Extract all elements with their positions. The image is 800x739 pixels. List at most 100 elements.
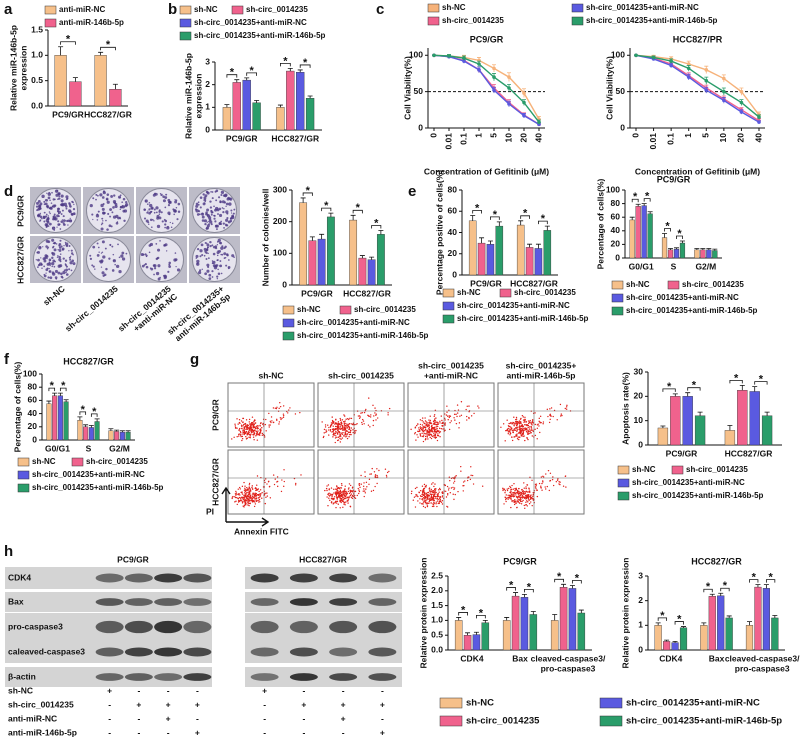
colony <box>96 213 99 216</box>
lane-sign: - <box>302 685 305 695</box>
event <box>255 488 258 490</box>
event <box>544 486 546 488</box>
event <box>435 428 438 430</box>
error-bar <box>77 416 83 421</box>
event <box>334 425 337 428</box>
colony <box>223 194 228 198</box>
event <box>425 493 427 495</box>
event <box>326 485 328 487</box>
event <box>515 435 517 437</box>
x-tick-label: G2/M <box>695 261 716 271</box>
colony <box>48 270 51 273</box>
error-bar <box>254 100 260 103</box>
event <box>447 494 449 496</box>
event <box>415 495 417 497</box>
event <box>279 417 282 419</box>
significance-bracket <box>674 621 684 625</box>
event <box>259 434 261 436</box>
bar <box>52 395 58 441</box>
colony <box>196 247 200 251</box>
event <box>531 424 533 426</box>
event <box>504 496 506 498</box>
event <box>502 487 504 490</box>
event <box>517 426 519 428</box>
colony <box>174 258 178 262</box>
event <box>410 492 413 495</box>
colony <box>59 253 62 255</box>
error-bar <box>52 392 58 396</box>
event <box>410 428 412 431</box>
event <box>330 487 333 489</box>
event <box>444 417 446 420</box>
event <box>335 419 337 421</box>
colony <box>121 205 125 209</box>
event <box>278 423 280 425</box>
event <box>245 424 247 426</box>
event <box>335 493 338 495</box>
legend-swatch <box>442 301 455 311</box>
colony <box>61 219 64 221</box>
significance-label: * <box>250 65 255 77</box>
significance-label: * <box>303 57 308 69</box>
event <box>516 491 519 493</box>
bar <box>529 614 538 651</box>
event <box>433 431 436 433</box>
event <box>346 426 348 429</box>
treatment-label: anti-miR-NC <box>8 713 57 723</box>
point <box>686 62 691 66</box>
event <box>511 423 513 425</box>
event <box>370 490 373 492</box>
error-bar <box>727 425 733 431</box>
event <box>375 419 377 421</box>
event <box>426 430 429 432</box>
event <box>254 487 256 490</box>
event <box>338 493 340 495</box>
event <box>559 481 561 483</box>
event <box>436 495 439 497</box>
colony <box>150 226 153 228</box>
point <box>757 120 761 124</box>
event <box>530 494 532 496</box>
blot-band <box>250 647 279 657</box>
event <box>350 493 353 495</box>
blot-band <box>154 573 183 583</box>
event <box>268 424 270 426</box>
blot-band <box>289 673 318 681</box>
event <box>281 417 283 419</box>
event <box>504 490 506 492</box>
event <box>342 498 344 500</box>
y-tick-label: 40 <box>28 408 38 418</box>
event <box>439 431 442 433</box>
event <box>427 496 429 499</box>
event <box>423 426 426 429</box>
error-bar <box>664 639 670 642</box>
panel-letter: f <box>4 351 10 368</box>
event <box>448 428 451 431</box>
colony <box>218 241 221 244</box>
legend-swatch <box>179 31 192 41</box>
event <box>252 421 254 424</box>
significance-label: * <box>283 55 288 67</box>
error-bar <box>527 243 533 248</box>
x-tick-label: 1 <box>473 133 483 138</box>
bar <box>46 403 52 441</box>
error-bar <box>772 615 778 618</box>
event <box>417 495 419 498</box>
event <box>237 493 240 496</box>
event <box>528 490 531 492</box>
x-axis-label: Concentration of Gefitinib (μM) <box>635 166 760 176</box>
event <box>249 428 251 431</box>
event <box>466 415 468 418</box>
colony <box>108 257 111 260</box>
event <box>361 421 363 424</box>
event <box>510 497 512 499</box>
event <box>269 424 271 426</box>
event <box>322 436 325 439</box>
event <box>549 413 552 416</box>
legend-label: sh-NC <box>626 280 650 289</box>
legend-swatch <box>611 280 624 290</box>
event <box>512 430 514 432</box>
event <box>538 417 540 420</box>
event <box>517 421 519 423</box>
colony <box>164 226 166 229</box>
